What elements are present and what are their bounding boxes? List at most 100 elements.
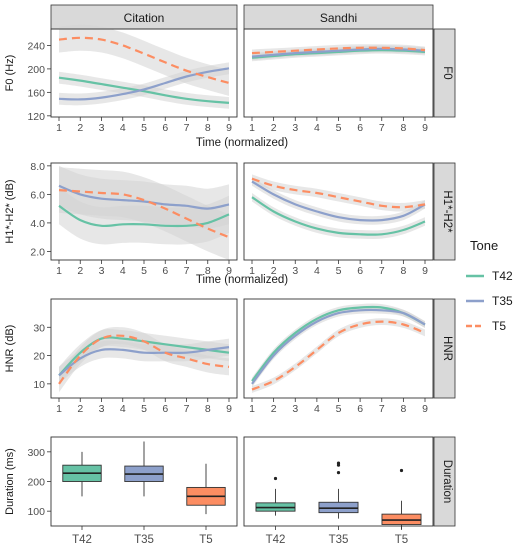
legend-label: T35 [492, 294, 513, 308]
x-tick-label: 8 [205, 265, 211, 277]
panel-duration-citation: T42 T35 T5 [50, 436, 238, 546]
x-tick-label: 4 [314, 122, 320, 134]
confidence-band-t5 [252, 318, 425, 393]
series-line-t5 [251, 177, 426, 209]
legend-title: Tone [470, 238, 498, 253]
series-line-t5 [58, 189, 230, 239]
x-tick-label: 8 [400, 122, 406, 134]
x-tick-label: 4 [314, 403, 320, 415]
x-tick-label: 5 [141, 265, 147, 277]
panel-border [50, 28, 238, 118]
x-tick-label: 5 [336, 122, 342, 134]
outlier-point [273, 476, 278, 481]
row-strip-0 [433, 28, 456, 118]
panel-border [243, 436, 434, 527]
x-tick-label: 9 [422, 122, 428, 134]
x-tick-label: 1 [56, 122, 62, 134]
series-line-t35 [251, 180, 426, 222]
facet-label-sandhi: Sandhi [320, 11, 357, 25]
panel-border [50, 436, 238, 527]
x-tick-label: 7 [184, 122, 190, 134]
series-line-t42 [58, 76, 230, 104]
y-tick-label: 8.0 [30, 161, 45, 173]
y-tick-label: 200 [27, 64, 45, 76]
y-axis-label: HNR (dB) [4, 325, 16, 373]
confidence-band-t5 [59, 24, 229, 96]
panel-h1-h2--sandhi: 1 2 3 4 5 6 7 8 9 [243, 162, 434, 277]
series-line-t5 [251, 46, 426, 55]
legend: Tone T42 T35 T5 [466, 238, 513, 333]
x-tick-label: 2 [271, 403, 277, 415]
panel-border [243, 28, 434, 118]
x-tick-label: 4 [314, 265, 320, 277]
x-tick-label: 7 [184, 265, 190, 277]
y-tick-label: 100 [27, 506, 45, 518]
x-axis-label: Time (normalized) [196, 137, 288, 149]
x-tick-label: 1 [249, 265, 255, 277]
series-line-t35 [251, 308, 426, 385]
outlier-point [399, 468, 404, 473]
x-tick-label: 9 [226, 403, 232, 415]
x-tick-label: 3 [292, 403, 298, 415]
x-tick-label: 3 [99, 122, 105, 134]
x-tick-label: 5 [141, 122, 147, 134]
x-tick-label: 9 [226, 265, 232, 277]
x-category-label: T42 [266, 534, 286, 546]
panel-hnr-citation: 1 2 3 4 5 6 7 8 9 [50, 298, 238, 415]
x-tick-label: 4 [120, 265, 126, 277]
panel-h1-h2--citation: 1 2 3 4 5 6 7 8 9 [50, 162, 238, 277]
y-axis-label: H1*-H2* (dB) [4, 179, 16, 243]
row-strip-label: H1*-H2* [441, 190, 453, 233]
x-tick-label: 8 [205, 403, 211, 415]
x-tick-label: 4 [120, 403, 126, 415]
x-tick-label: 5 [336, 403, 342, 415]
x-tick-label: 7 [184, 403, 190, 415]
confidence-band-t5 [59, 327, 229, 393]
series-line-t42 [58, 204, 230, 228]
series-line-t35 [58, 67, 230, 101]
panel-f0-sandhi: 1 2 3 4 5 6 7 8 9 [243, 28, 434, 134]
x-category-label: T5 [395, 534, 408, 546]
x-tick-label: 1 [249, 403, 255, 415]
x-tick-label: 6 [162, 403, 168, 415]
x-tick-label: 4 [120, 122, 126, 134]
x-category-label: T42 [72, 534, 92, 546]
facet-strip-sandhi [243, 4, 434, 30]
x-tick-label: 1 [56, 265, 62, 277]
x-tick-label: 6 [162, 265, 168, 277]
legend-label: T5 [492, 319, 506, 333]
x-tick-label: 8 [205, 122, 211, 134]
outlier-point [336, 471, 341, 475]
row-strip-label: F0 [441, 66, 453, 79]
y-tick-label: 4.0 [30, 218, 45, 230]
x-tick-label: 6 [357, 122, 363, 134]
y-tick-label: 160 [27, 87, 45, 99]
x-tick-label: 2 [77, 403, 83, 415]
x-tick-label: 9 [422, 265, 428, 277]
row-strip-2 [433, 298, 456, 399]
x-category-label: T5 [199, 534, 212, 546]
y-tick-label: 240 [27, 40, 45, 52]
x-tick-label: 6 [162, 122, 168, 134]
series-line-t5 [58, 36, 230, 85]
row-strip-1 [433, 162, 456, 261]
panel-f0-citation: 1 2 3 4 5 6 7 8 9 [50, 24, 238, 134]
x-tick-label: 7 [379, 122, 385, 134]
series-line-t35 [58, 346, 230, 377]
row-strip-label: Duration [441, 460, 453, 503]
x-tick-label: 5 [141, 403, 147, 415]
row-strip-3 [433, 436, 456, 527]
row-strip-label: HNR [441, 336, 453, 361]
series-line-t5 [251, 320, 426, 391]
x-tick-label: 2 [271, 122, 277, 134]
legend-item-t5: T5 [466, 319, 506, 333]
series-line-t35 [58, 184, 230, 210]
y-axis-label: F0 (Hz) [4, 55, 16, 92]
series-line-t42 [251, 196, 426, 236]
x-tick-label: 7 [379, 403, 385, 415]
legend-item-t42: T42 [466, 269, 513, 283]
x-tick-label: 7 [379, 265, 385, 277]
x-category-label: T35 [329, 534, 349, 546]
x-tick-label: 2 [77, 265, 83, 277]
